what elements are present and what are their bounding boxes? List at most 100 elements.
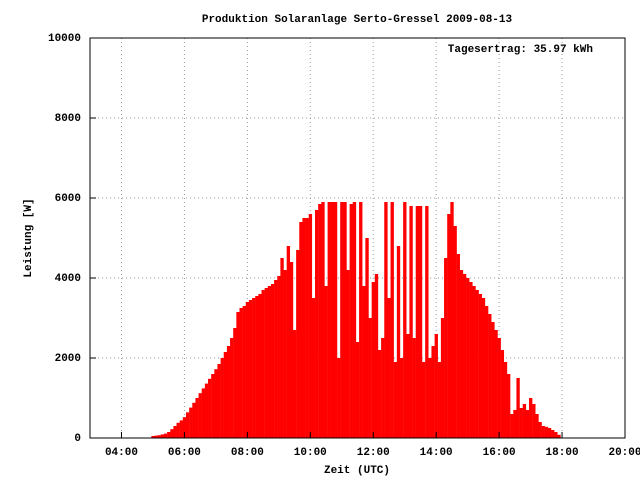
impulse-bar	[377, 350, 382, 438]
impulse-bar	[258, 294, 262, 438]
impulse-bar	[230, 338, 234, 438]
impulse-bar	[270, 284, 275, 438]
impulse-bar	[248, 300, 253, 438]
x-tick-label: 04:00	[105, 447, 138, 459]
impulse-bar	[167, 432, 171, 438]
impulse-bar	[551, 430, 555, 438]
impulse-bar	[387, 298, 391, 438]
impulse-bar	[506, 374, 511, 438]
impulse-bar	[466, 278, 470, 438]
impulse-bar	[422, 362, 426, 438]
impulse-bar	[299, 222, 303, 438]
impulse-bar	[217, 364, 221, 438]
impulse-bar	[233, 328, 237, 438]
impulse-bar	[462, 274, 467, 438]
annotation: Tagesertrag: 35.97 kWh	[448, 44, 593, 56]
impulse-bar	[396, 246, 401, 438]
impulse-bar	[308, 214, 313, 438]
impulse-bar	[315, 210, 319, 438]
x-tick-label: 10:00	[294, 447, 327, 459]
impulse-bar	[352, 202, 357, 438]
y-tick-label: 10000	[48, 33, 81, 45]
impulse-bar	[494, 330, 498, 438]
plot-frame	[89, 37, 626, 439]
impulse-bar	[529, 398, 533, 438]
impulse-bar	[340, 202, 344, 438]
impulse-bar	[428, 358, 432, 438]
impulse-bar	[456, 254, 460, 438]
y-tick-label: 8000	[55, 113, 81, 125]
impulse-bar	[399, 358, 404, 438]
impulse-bar	[333, 202, 338, 438]
impulse-bar	[384, 202, 388, 438]
impulse-bar	[478, 294, 483, 438]
impulse-bar	[170, 429, 174, 438]
impulse-bar	[204, 383, 209, 438]
x-tick-label: 18:00	[546, 447, 579, 459]
impulse-bar	[355, 342, 360, 438]
impulse-bar	[390, 202, 394, 438]
impulse-bar	[349, 204, 353, 438]
impulse-bar	[292, 330, 297, 438]
impulse-bar	[343, 202, 347, 438]
impulse-bar	[488, 314, 492, 438]
impulse-bar	[359, 202, 363, 438]
impulse-bar	[544, 426, 549, 438]
impulse-bar	[192, 402, 196, 438]
impulse-bar	[547, 428, 552, 438]
impulse-bar	[321, 202, 325, 438]
impulse-bar	[393, 362, 398, 438]
impulse-bar	[365, 238, 369, 438]
impulse-bar	[305, 218, 309, 438]
y-axis-label: Leistung [W]	[23, 198, 35, 277]
y-tick-label: 0	[74, 433, 81, 445]
impulse-bar	[522, 404, 527, 438]
impulse-bar	[176, 422, 180, 438]
x-tick-label: 14:00	[420, 447, 453, 459]
impulse-bar	[469, 282, 473, 438]
impulse-bar	[557, 434, 561, 438]
impulse-bar	[261, 290, 265, 438]
impulse-bar	[409, 206, 413, 438]
impulse-bar	[412, 338, 416, 438]
impulse-bar	[296, 250, 300, 438]
impulse-bar	[418, 206, 423, 438]
impulse-bar	[242, 306, 246, 438]
impulse-bar	[267, 286, 272, 438]
impulse-bar	[459, 270, 464, 438]
impulse-bar	[327, 202, 331, 438]
impulse-bar	[510, 414, 514, 438]
impulse-bar	[346, 270, 350, 438]
impulse-bar	[160, 434, 165, 438]
impulse-bar	[368, 318, 372, 438]
x-axis-label: Zeit (UTC)	[324, 465, 390, 477]
impulse-bar	[431, 346, 435, 438]
y-tick-label: 4000	[55, 273, 81, 285]
impulse-bar	[554, 432, 558, 438]
impulse-bar	[450, 202, 454, 438]
impulse-bar	[173, 426, 177, 438]
impulse-bar	[264, 288, 269, 438]
impulse-bar	[220, 358, 224, 438]
impulse-bar	[277, 276, 281, 438]
x-tick-label: 08:00	[231, 447, 264, 459]
x-tick-label: 16:00	[483, 447, 516, 459]
impulse-bar	[513, 410, 517, 438]
x-tick-label: 12:00	[357, 447, 390, 459]
impulse-bar	[444, 258, 448, 438]
impulse-bar	[274, 280, 278, 438]
impulse-bar	[280, 258, 284, 438]
impulse-bar	[497, 338, 501, 438]
impulse-bar	[324, 286, 328, 438]
impulse-bar	[286, 246, 291, 438]
impulse-bar	[154, 435, 158, 438]
impulse-bar	[195, 398, 199, 438]
chart-title: Produktion Solaranlage Serto-Gressel 200…	[202, 14, 513, 26]
impulse-bar	[198, 393, 202, 438]
impulse-bar	[330, 202, 335, 438]
impulse-bar	[406, 334, 410, 438]
impulse-bar	[236, 312, 240, 438]
impulse-bar	[239, 308, 243, 438]
impulse-bar	[214, 369, 218, 438]
